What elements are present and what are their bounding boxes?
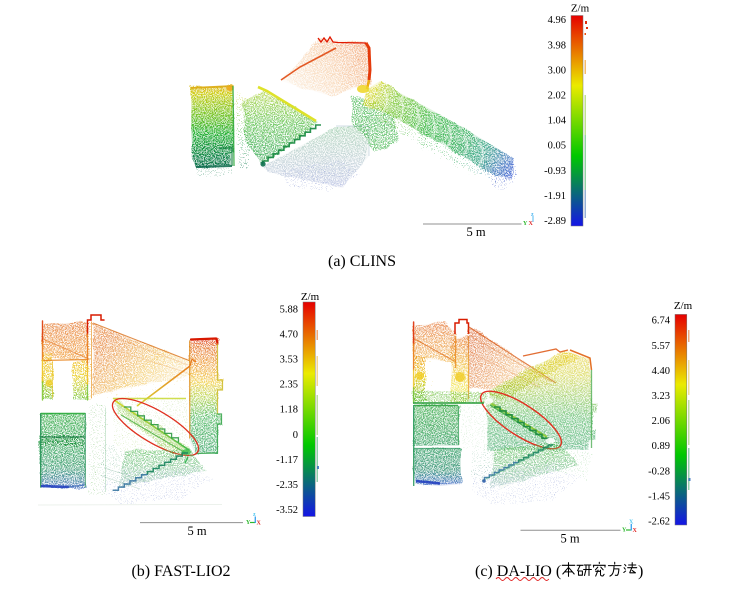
svg-text:-2.89: -2.89	[544, 216, 566, 227]
svg-text:-0.28: -0.28	[648, 466, 670, 477]
svg-text:4.96: 4.96	[548, 15, 566, 26]
svg-text:5.88: 5.88	[280, 305, 298, 316]
svg-text:(b) FAST-LIO2: (b) FAST-LIO2	[131, 563, 230, 580]
svg-text:2.02: 2.02	[548, 91, 566, 102]
svg-text:Y: Y	[622, 528, 627, 534]
svg-text:-0.93: -0.93	[544, 166, 566, 177]
svg-text:0.05: 0.05	[548, 141, 566, 152]
svg-text:1.18: 1.18	[280, 405, 298, 416]
svg-text:Z/m: Z/m	[301, 291, 320, 303]
svg-text:3.98: 3.98	[548, 40, 566, 51]
svg-text:X: X	[529, 221, 534, 227]
svg-text:5.57: 5.57	[652, 341, 670, 352]
svg-text:3.53: 3.53	[280, 355, 298, 366]
svg-text:-1.45: -1.45	[648, 491, 670, 502]
svg-text:X: X	[257, 521, 262, 527]
svg-text:3.00: 3.00	[548, 65, 566, 76]
svg-text:-2.35: -2.35	[276, 480, 298, 491]
svg-text:2.06: 2.06	[652, 416, 670, 427]
svg-text:X: X	[633, 528, 638, 534]
svg-text:4.70: 4.70	[280, 330, 298, 341]
svg-text:Y: Y	[523, 221, 528, 227]
svg-text:2.35: 2.35	[280, 380, 298, 391]
svg-text:-2.62: -2.62	[648, 517, 670, 528]
svg-text:5 m: 5 m	[187, 524, 206, 538]
svg-text:Z/m: Z/m	[571, 3, 590, 15]
svg-text:0.89: 0.89	[652, 441, 670, 452]
svg-text:6.74: 6.74	[652, 316, 671, 327]
svg-text:Y: Y	[246, 520, 251, 526]
svg-text:4.40: 4.40	[652, 366, 670, 377]
svg-text:z: z	[253, 512, 256, 518]
svg-text:X: X	[629, 520, 634, 526]
svg-text:(c) DA-LIO (: (c) DA-LIO (	[475, 563, 561, 580]
svg-text:): )	[638, 563, 643, 580]
svg-text:-1.91: -1.91	[544, 191, 566, 202]
svg-text:(a) CLINS: (a) CLINS	[328, 253, 396, 270]
svg-text:-1.17: -1.17	[276, 455, 298, 466]
svg-text:5 m: 5 m	[466, 225, 485, 239]
svg-text:0: 0	[293, 430, 298, 441]
svg-text:5 m: 5 m	[560, 532, 579, 546]
svg-text:z: z	[531, 212, 534, 218]
svg-text:3.23: 3.23	[652, 391, 670, 402]
svg-text:1.04: 1.04	[548, 116, 567, 127]
svg-text:Z/m: Z/m	[674, 300, 693, 312]
svg-text:-3.52: -3.52	[276, 505, 298, 516]
